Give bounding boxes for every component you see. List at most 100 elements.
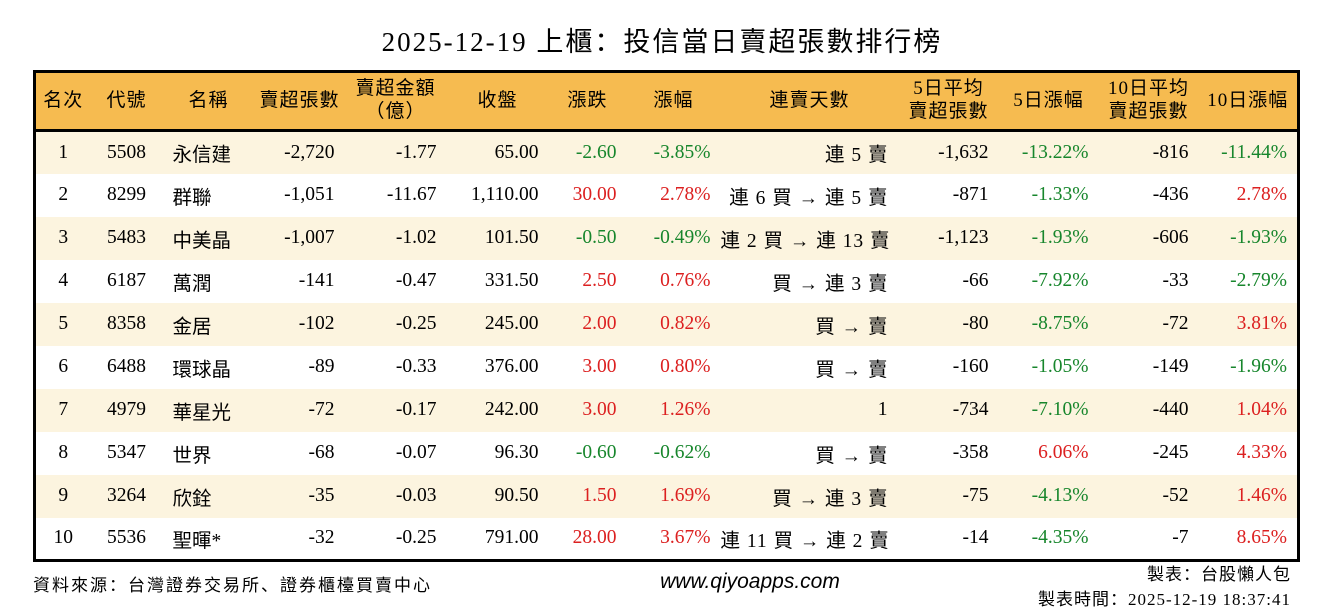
cell-avg10-shares: -816	[1152, 141, 1189, 163]
cell-pct10: 8.65%	[1236, 527, 1287, 549]
cell-avg10-shares: -72	[1162, 313, 1189, 334]
col-header-name: 名稱	[162, 71, 255, 132]
cell-pct5: -1.33%	[1031, 184, 1089, 205]
cell-avg10-shares: -33	[1162, 270, 1189, 291]
cell-sell-shares: -72	[308, 399, 335, 420]
cell-sell-streak: 買 → 賣	[815, 445, 889, 467]
cell-sell-amount: -1.77	[395, 141, 437, 163]
cell-avg5-shares: -1,632	[938, 141, 989, 163]
cell-rank: 3	[58, 227, 69, 248]
cell-change-pct: 1.26%	[660, 399, 711, 420]
cell-change: -0.50	[575, 227, 617, 248]
cell-pct10: -1.96%	[1230, 356, 1287, 377]
cell-pct10: 1.04%	[1236, 399, 1287, 420]
cell-close: 65.00	[494, 141, 539, 163]
table-header: 名次 代號 名稱 賣超張數 賣超金額 （億） 收盤 漲跌 漲幅 連賣天數 5日平均 賣超張數 5日漲幅 1…	[34, 71, 1299, 132]
cell-sell-amount: -0.07	[395, 442, 437, 463]
cell-change: 3.00	[582, 356, 617, 377]
cell-pct10: 1.46%	[1236, 485, 1287, 506]
data-source-note: 資料來源：台灣證券交易所、證券櫃檯買賣中心	[33, 576, 432, 595]
report-credits: 製表：台股懶人包 製表時間：2025-12-19 18:37:41	[1038, 563, 1291, 612]
cell-change: 2.00	[582, 313, 617, 334]
cell-avg10-shares: -149	[1152, 356, 1189, 377]
cell-sell-shares: -89	[308, 356, 335, 377]
cell-sell-shares: -68	[308, 442, 335, 463]
cell-close: 791.00	[484, 527, 539, 549]
cell-close: 101.50	[484, 227, 539, 248]
cell-avg10-shares: -52	[1162, 485, 1189, 506]
website-url: www.qiyoapps.com	[660, 570, 840, 593]
table-row: 10 5536 聖暉* -32 -0.25 791.00 28.00 3.67% 連 11 買 …	[34, 517, 1299, 561]
cell-name: 欣銓	[172, 488, 212, 510]
cell-sell-shares: -32	[308, 527, 335, 549]
cell-change-pct: 2.78%	[660, 184, 711, 205]
cell-change-pct: -3.85%	[653, 141, 711, 163]
col-header-close: 收盤	[446, 71, 549, 132]
cell-close: 1,110.00	[470, 184, 539, 205]
cell-name: 永信建	[172, 145, 232, 167]
cell-pct5: -7.92%	[1031, 270, 1089, 291]
maker-label: 製表：台股懶人包	[1147, 565, 1291, 584]
cell-avg5-shares: -1,123	[938, 227, 989, 248]
cell-sell-amount: -11.67	[386, 184, 437, 205]
cell-rank: 6	[58, 356, 69, 377]
cell-change-pct: 0.76%	[660, 270, 711, 291]
table-row: 8 5347 世界 -68 -0.07 96.30 -0.60 -0.62% 買 → 賣 -358…	[34, 431, 1299, 475]
table-body: 1 5508 永信建 -2,720 -1.77 65.00 -2.60 -3.85% 連 5 賣…	[34, 130, 1299, 561]
cell-rank: 2	[58, 184, 69, 205]
net-sell-ranking-table: 名次 代號 名稱 賣超張數 賣超金額 （億） 收盤 漲跌 漲幅 連賣天數 5日平均 賣超張數 5日漲幅 1…	[33, 70, 1300, 562]
cell-name: 金居	[172, 316, 212, 338]
cell-code: 8358	[107, 313, 146, 334]
cell-code: 5536	[107, 527, 146, 549]
cell-code: 5483	[107, 227, 146, 248]
cell-code: 6187	[107, 270, 146, 291]
cell-rank: 7	[58, 399, 69, 420]
cell-close: 331.50	[484, 270, 539, 291]
table-row: 6 6488 環球晶 -89 -0.33 376.00 3.00 0.80% 買 → 賣 -160…	[34, 345, 1299, 389]
cell-rank: 8	[58, 442, 69, 463]
cell-pct5: -13.22%	[1021, 141, 1089, 163]
cell-pct5: -4.35%	[1031, 527, 1089, 549]
cell-name: 萬潤	[172, 273, 212, 295]
cell-close: 245.00	[484, 313, 539, 334]
col-header-rank: 名次	[34, 71, 91, 132]
cell-pct5: 6.06%	[1038, 442, 1089, 463]
cell-sell-shares: -102	[298, 313, 335, 334]
cell-sell-shares: -141	[298, 270, 335, 291]
cell-avg5-shares: -160	[952, 356, 989, 377]
cell-sell-streak: 1	[877, 399, 889, 420]
table-row: 1 5508 永信建 -2,720 -1.77 65.00 -2.60 -3.85% 連 5 賣…	[34, 130, 1299, 174]
cell-code: 4979	[107, 399, 146, 420]
cell-avg5-shares: -734	[952, 399, 989, 420]
cell-pct10: 4.33%	[1236, 442, 1287, 463]
cell-change-pct: 0.82%	[660, 313, 711, 334]
cell-avg10-shares: -606	[1152, 227, 1189, 248]
cell-sell-streak: 買 → 連 3 賣	[772, 488, 889, 510]
cell-change: 1.50	[582, 485, 617, 506]
cell-rank: 4	[58, 270, 69, 291]
cell-sell-shares: -2,720	[284, 141, 335, 163]
table-row: 4 6187 萬潤 -141 -0.47 331.50 2.50 0.76% 買 → 連 3 賣…	[34, 259, 1299, 303]
cell-pct10: -2.79%	[1230, 270, 1287, 291]
cell-sell-amount: -0.17	[395, 399, 437, 420]
table-row: 7 4979 華星光 -72 -0.17 242.00 3.00 1.26% 1 -734 -7.1…	[34, 388, 1299, 432]
cell-close: 90.50	[494, 485, 539, 506]
cell-pct5: -1.93%	[1031, 227, 1089, 248]
cell-change-pct: 3.67%	[660, 527, 711, 549]
cell-sell-amount: -0.25	[395, 527, 437, 549]
cell-sell-streak: 連 6 買 → 連 5 賣	[729, 187, 889, 209]
cell-avg5-shares: -80	[962, 313, 989, 334]
table-header-row: 名次 代號 名稱 賣超張數 賣超金額 （億） 收盤 漲跌 漲幅 連賣天數 5日平均 賣超張數 5日漲幅 1…	[34, 71, 1299, 132]
table-row: 9 3264 欣銓 -35 -0.03 90.50 1.50 1.69% 買 → 連 3 賣 -7…	[34, 474, 1299, 518]
table-row: 3 5483 中美晶 -1,007 -1.02 101.50 -0.50 -0.49% 連 2 …	[34, 216, 1299, 260]
cell-name: 環球晶	[172, 359, 232, 381]
cell-close: 376.00	[484, 356, 539, 377]
col-header-avg10-shares: 10日平均 賣超張數	[1098, 71, 1199, 132]
cell-rank: 9	[58, 485, 69, 506]
cell-avg5-shares: -358	[952, 442, 989, 463]
cell-name: 華星光	[172, 402, 232, 424]
cell-sell-streak: 連 5 賣	[824, 145, 889, 167]
cell-close: 96.30	[494, 442, 539, 463]
cell-sell-streak: 買 → 賣	[815, 359, 889, 381]
